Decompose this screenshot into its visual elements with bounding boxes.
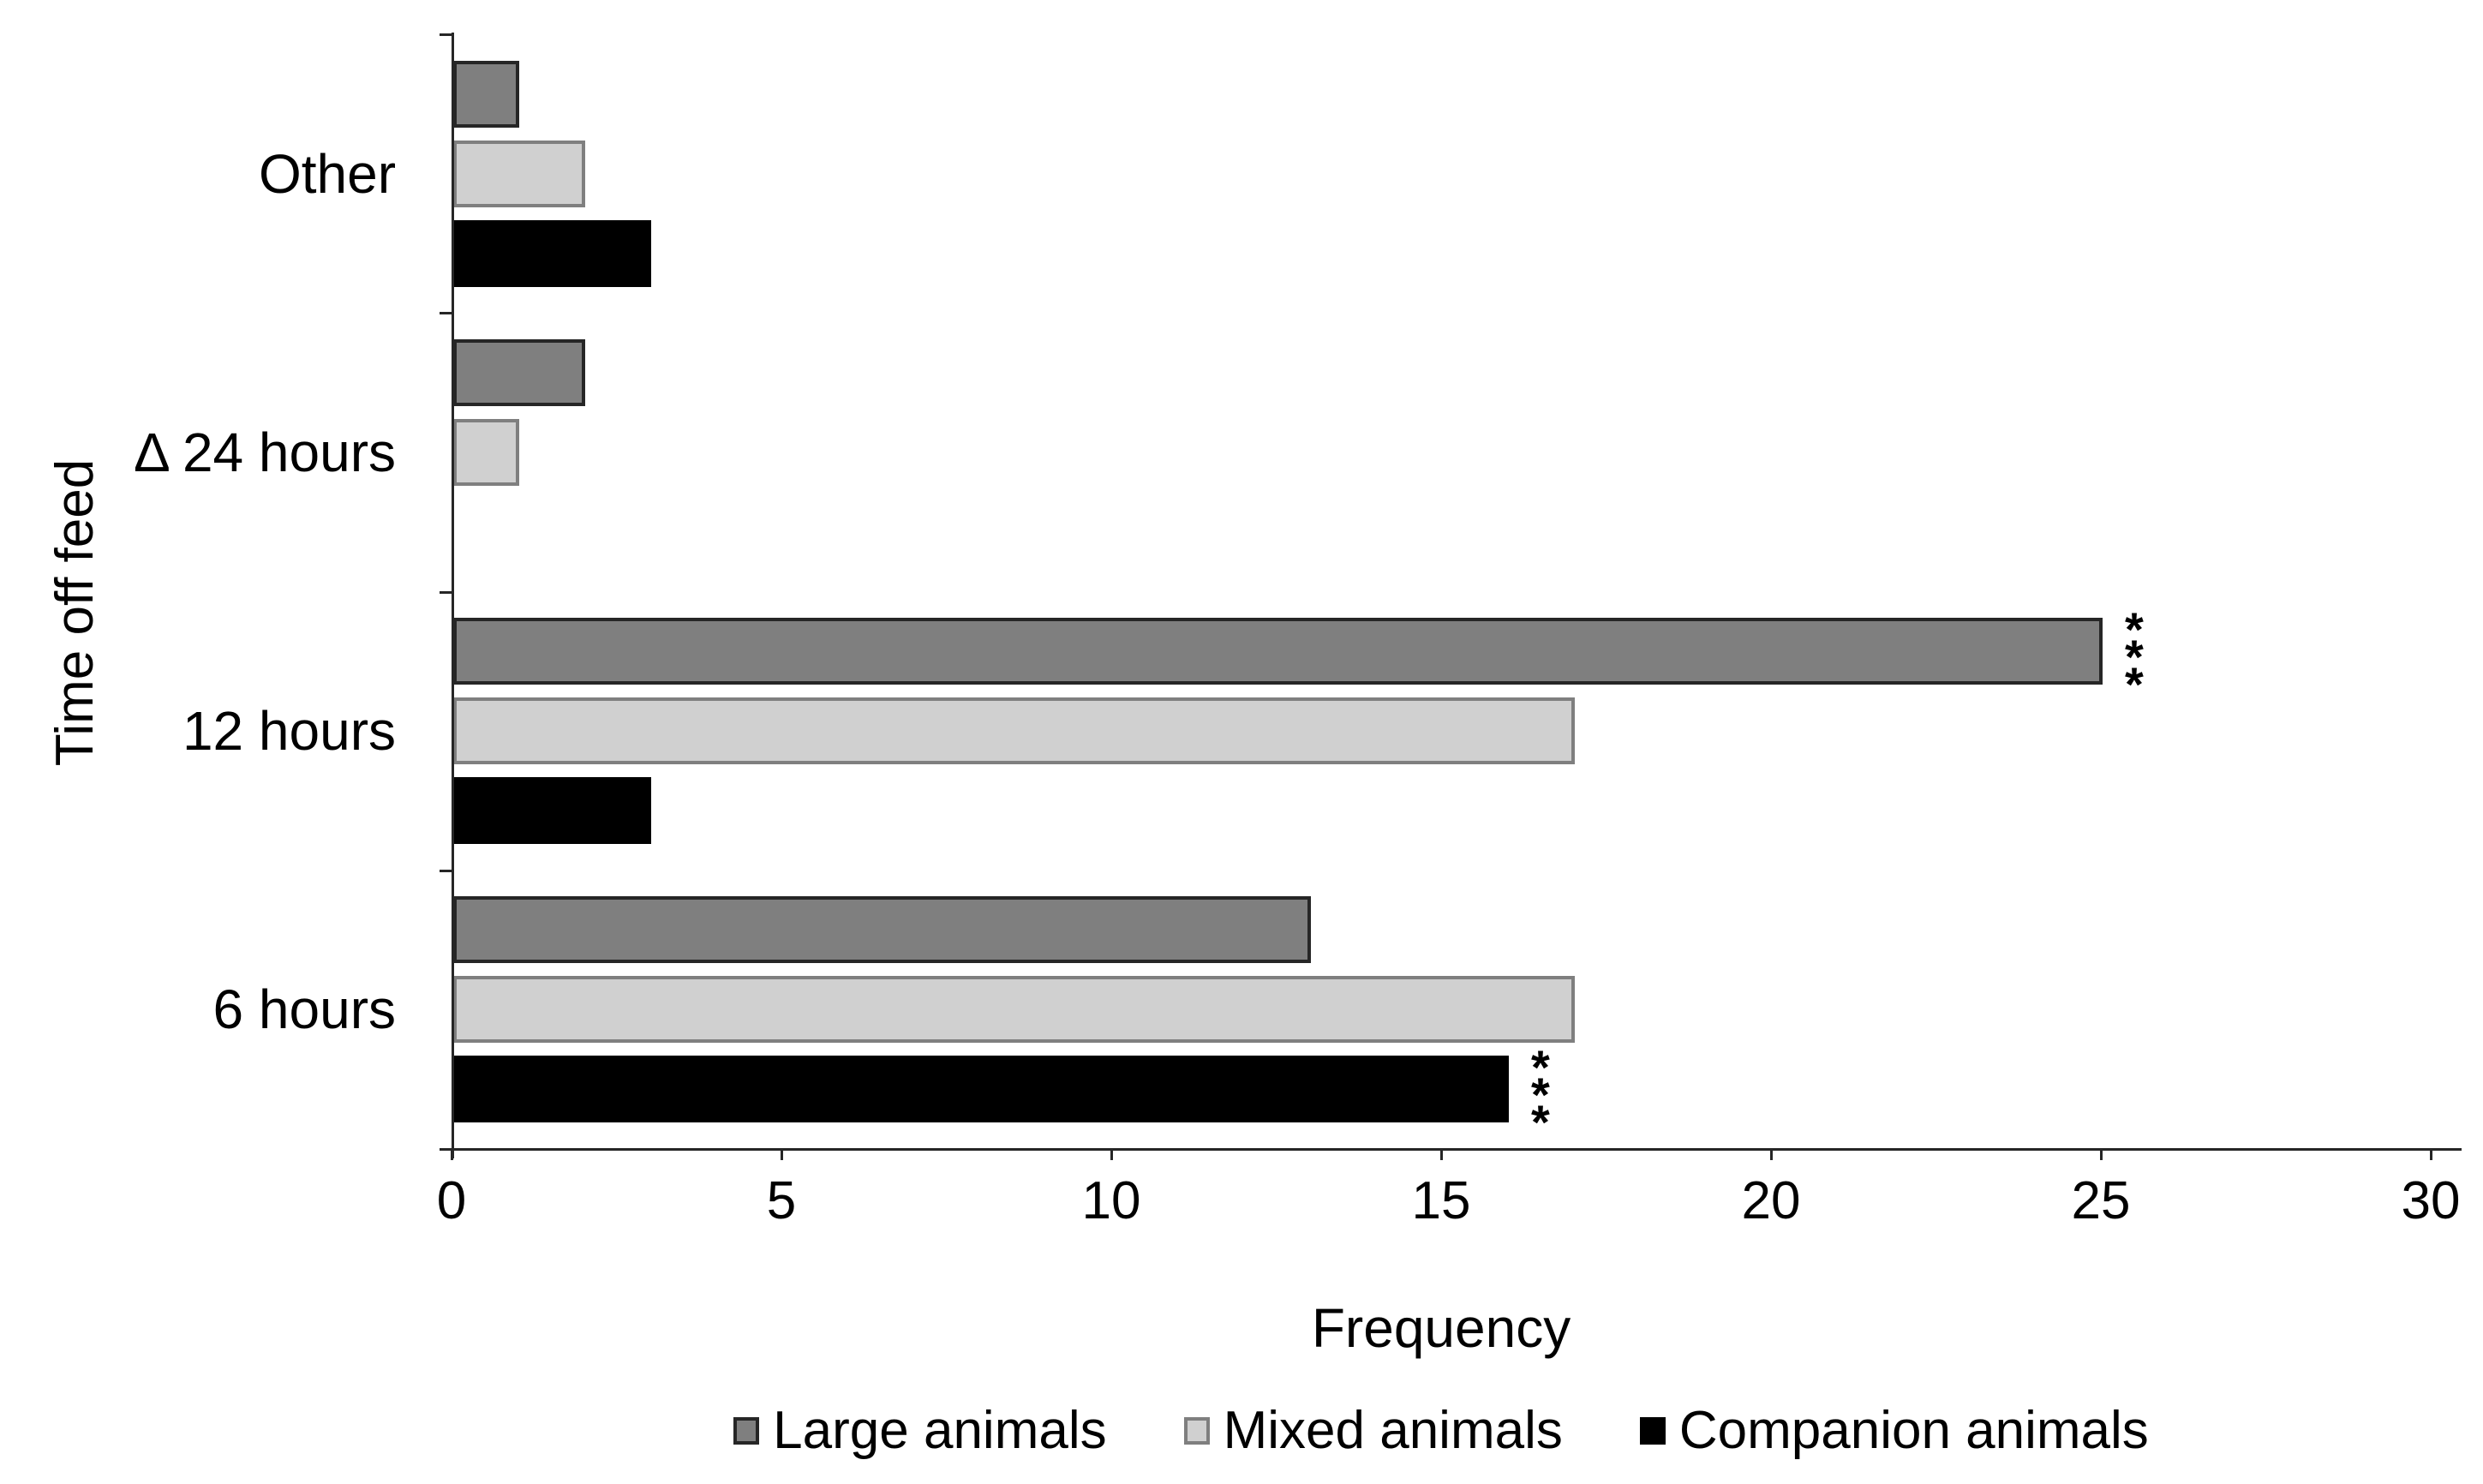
legend-item: Companion animals (1639, 1400, 2149, 1462)
category-label: Δ 24 hours (133, 421, 396, 483)
x-axis-title: Frequency (1311, 1297, 1571, 1359)
y-axis-tick (440, 869, 452, 872)
legend-item: Large animals (733, 1400, 1107, 1462)
bar-companion-animals (453, 219, 651, 287)
legend: Large animals Mixed animals Companion anim… (452, 1395, 2431, 1467)
significance-asterisk: * (1531, 1095, 1550, 1150)
significance-asterisk: * (2125, 630, 2144, 685)
bar-large-animals (453, 338, 585, 406)
x-axis-tick (2430, 1149, 2432, 1160)
significance-asterisks: * * * (1531, 1040, 1550, 1150)
legend-marker-swatch (733, 1417, 760, 1445)
y-axis-tick (440, 33, 452, 36)
x-axis-tick (2100, 1149, 2103, 1160)
legend-item: Mixed animals (1183, 1400, 1563, 1462)
bar-mixed-animals (453, 418, 519, 486)
bar-large-animals (453, 60, 519, 128)
legend-marker-swatch (1639, 1417, 1666, 1445)
x-axis-tick (781, 1149, 783, 1160)
significance-asterisks: * * * (2125, 602, 2144, 712)
x-axis-tick-label: 10 (1081, 1171, 1141, 1230)
x-axis-tick-label: 25 (2071, 1171, 2131, 1230)
significance-asterisk: * (1531, 1040, 1550, 1095)
y-axis-line (452, 33, 454, 1158)
bar-mixed-animals (453, 140, 585, 207)
legend-label: Companion animals (1678, 1401, 2149, 1460)
x-axis-tick-label: 5 (766, 1171, 797, 1230)
bar-mixed-animals (453, 976, 1575, 1044)
bar-large-animals (453, 896, 1311, 964)
significance-asterisk: * (2125, 657, 2144, 712)
x-axis-tick (1440, 1149, 1443, 1160)
y-axis-tick (440, 590, 452, 594)
bar-mixed-animals (453, 697, 1575, 765)
x-axis-line (440, 1148, 2462, 1151)
x-axis-tick (1770, 1149, 1773, 1160)
bar-large-animals (453, 618, 2103, 685)
x-axis-tick-label: 20 (1741, 1171, 1801, 1230)
legend-label: Large animals (773, 1401, 1107, 1460)
category-label: 12 hours (182, 700, 396, 763)
legend-label: Mixed animals (1223, 1401, 1563, 1460)
significance-asterisk: * (1531, 1068, 1550, 1122)
x-axis-tick-label: 15 (1411, 1171, 1471, 1230)
significance-asterisk: * (2125, 602, 2144, 657)
bar-companion-animals (453, 777, 651, 845)
x-axis-tick-label: 30 (2401, 1171, 2461, 1230)
x-axis-tick (1110, 1149, 1113, 1160)
x-axis-tick-label: 0 (436, 1171, 467, 1230)
category-label: Other (258, 142, 396, 205)
legend-marker-swatch (1183, 1417, 1210, 1445)
category-label: 6 hours (212, 978, 396, 1041)
y-axis-tick (440, 312, 452, 315)
bar-companion-animals (453, 1056, 1509, 1123)
